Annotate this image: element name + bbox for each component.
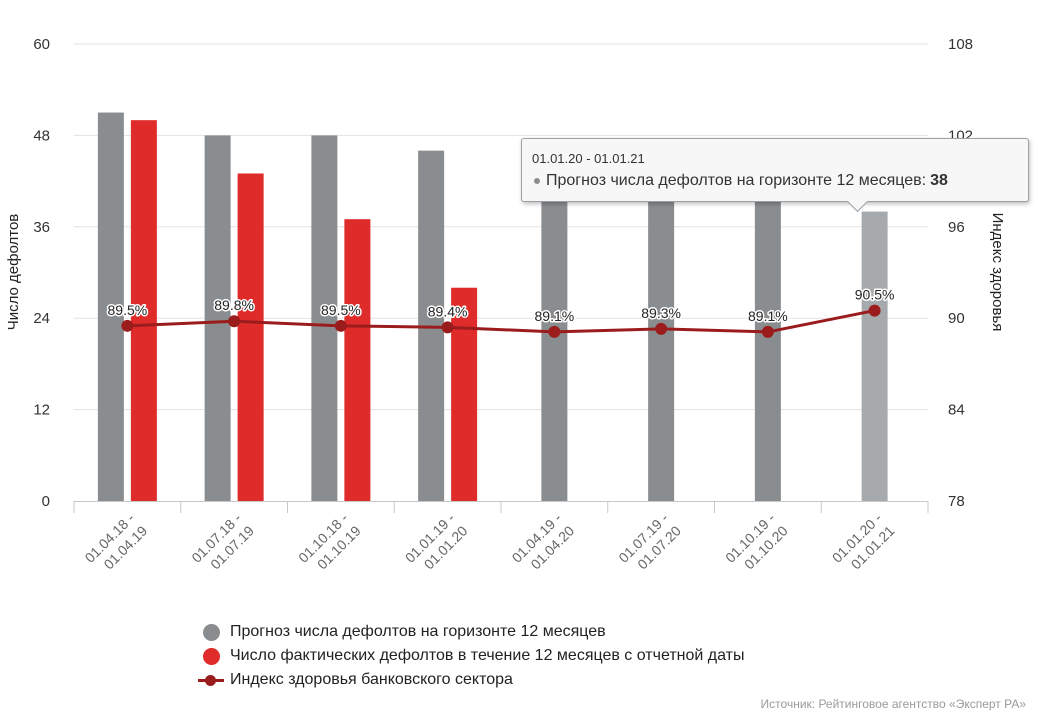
y-tick-label-left: 48 xyxy=(33,127,50,144)
tooltip-line: Прогноз числа дефолтов на горизонте 12 м… xyxy=(532,172,1018,190)
y-tick-label-right: 96 xyxy=(948,219,965,236)
health-index-data-label: 89.3% xyxy=(641,305,681,321)
health-index-data-label: 89.1% xyxy=(748,308,788,324)
health-index-line: 89.5% 89.8% 89.5% 89.4% 89.1% 89.3% 89.1% 90.5% xyxy=(106,285,896,338)
legend-dot-icon xyxy=(196,646,226,666)
actual-bar xyxy=(130,120,157,502)
y-tick-label-left: 0 xyxy=(42,493,50,510)
forecast-bar xyxy=(97,112,124,502)
health-index-data-label: 89.5% xyxy=(108,302,148,318)
forecast-bar xyxy=(861,211,888,502)
y-tick-label-left: 24 xyxy=(33,310,50,327)
tooltip-series-label: Прогноз числа дефолтов на горизонте 12 м… xyxy=(546,172,927,189)
health-index-point xyxy=(228,315,241,328)
x-tick-label: 01.04.18 -01.04.19 xyxy=(82,510,151,573)
y-tick-label-right: 90 xyxy=(948,310,965,327)
health-index-point xyxy=(868,304,881,317)
y-tick-label-left: 36 xyxy=(33,219,50,236)
health-index-data-label: 89.4% xyxy=(428,303,468,319)
y-axis-title-left: Число дефолтов xyxy=(5,214,22,331)
legend-item[interactable]: Прогноз числа дефолтов на горизонте 12 м… xyxy=(196,620,744,644)
y-tick-label-right: 84 xyxy=(948,402,965,419)
y-tick-label-right: 78 xyxy=(948,493,965,510)
tooltip: 01.01.20 - 01.01.21 Прогноз числа дефолт… xyxy=(521,138,1029,202)
health-index-point xyxy=(548,325,561,338)
x-tick-label: 01.07.18 -01.07.19 xyxy=(188,510,257,573)
x-tick-label: 01.04.19 -01.04.20 xyxy=(509,510,578,573)
legend-label: Прогноз числа дефолтов на горизонте 12 м… xyxy=(230,623,606,640)
y-axis-title-right: Индекс здоровья xyxy=(989,213,1006,332)
health-index-point xyxy=(761,325,774,338)
health-index-point xyxy=(441,321,454,334)
actual-bar xyxy=(451,287,478,501)
y-tick-label-left: 60 xyxy=(33,36,50,53)
legend-item[interactable]: Индекс здоровья банковского сектора xyxy=(196,668,744,692)
legend-label: Индекс здоровья банковского сектора xyxy=(230,671,513,688)
health-index-point xyxy=(655,322,668,335)
x-tick-label: 01.10.18 -01.10.19 xyxy=(295,510,364,573)
x-tick-label: 01.01.19 -01.01.20 xyxy=(402,510,471,573)
legend: Прогноз числа дефолтов на горизонте 12 м… xyxy=(196,620,744,692)
health-index-point xyxy=(121,319,134,332)
legend-item[interactable]: Число фактических дефолтов в течение 12 … xyxy=(196,644,744,668)
health-index-data-label: 89.8% xyxy=(214,297,254,313)
forecast-bar xyxy=(204,135,231,501)
forecast-bar xyxy=(541,150,568,501)
health-index-path xyxy=(127,309,875,334)
legend-dot-icon xyxy=(196,622,226,642)
gridlines xyxy=(74,43,928,411)
actual-bar xyxy=(344,219,371,501)
actual-bar xyxy=(237,173,264,501)
health-index-point xyxy=(334,319,347,332)
tooltip-title: 01.01.20 - 01.01.21 xyxy=(532,151,645,166)
health-index-data-label: 89.5% xyxy=(321,302,361,318)
tooltip-series-dot-icon xyxy=(534,178,540,184)
x-tick-label: 01.01.20 -01.01.21 xyxy=(829,510,898,573)
forecast-bar xyxy=(311,135,338,501)
source-note: Источник: Рейтинговое агентство «Эксперт… xyxy=(760,697,1026,711)
y-tick-label-right: 108 xyxy=(948,36,973,53)
health-index-data-label: 90.5% xyxy=(855,287,895,303)
health-index-data-label: 89.1% xyxy=(535,308,575,324)
tooltip-value: 38 xyxy=(930,172,948,189)
legend-line-marker-icon xyxy=(196,670,226,690)
legend-label: Число фактических дефолтов в течение 12 … xyxy=(230,647,745,664)
y-tick-label-left: 12 xyxy=(33,402,50,419)
x-tick-label: 01.10.19 -01.10.20 xyxy=(722,510,791,573)
x-tick-label: 01.07.19 -01.07.20 xyxy=(615,510,684,573)
